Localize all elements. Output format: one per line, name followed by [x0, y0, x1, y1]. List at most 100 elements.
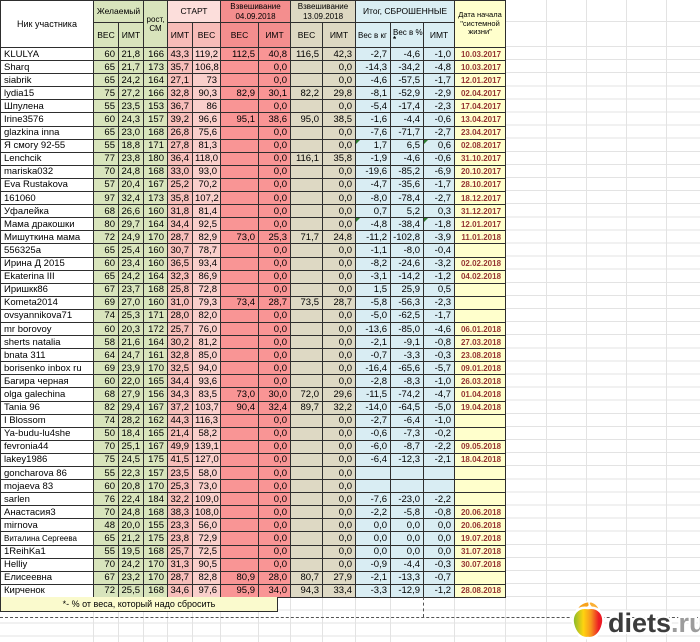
cell-start_date[interactable]: 12.01.2017 — [454, 217, 507, 232]
cell-weigh_13_09_weight[interactable] — [290, 60, 324, 75]
cell-weigh_13_09_bmi[interactable]: 0,0 — [322, 217, 357, 232]
cell-weigh_13_09_weight[interactable] — [290, 518, 324, 533]
cell-start_date[interactable] — [454, 243, 507, 258]
cell-start_bmi[interactable]: 30,2 — [167, 335, 193, 350]
cell-lost_pct[interactable]: -7,3 — [390, 426, 425, 441]
cell-weigh_04_09_weight[interactable] — [220, 361, 260, 376]
cell-weigh_04_09_bmi[interactable]: 28,0 — [258, 570, 292, 585]
cell-target_weight[interactable]: 55 — [93, 544, 119, 559]
col-header-weigh-04-09[interactable]: Взвешивание 04.09.2018 — [220, 0, 292, 23]
cell-start_weight[interactable]: 139,1 — [191, 439, 222, 454]
cell-lost_bmi[interactable]: -6,9 — [423, 164, 456, 179]
cell-start_bmi[interactable]: 32,2 — [167, 492, 193, 507]
cell-target_weight[interactable]: 60 — [93, 374, 119, 389]
cell-weigh_13_09_weight[interactable]: 116,5 — [290, 46, 324, 62]
cell-lost_bmi[interactable]: -0,3 — [423, 348, 456, 363]
cell-start_date[interactable]: 28.10.2017 — [454, 177, 507, 193]
cell-lost_bmi[interactable]: -1,2 — [423, 583, 456, 598]
cell-lost_pct[interactable]: -56,3 — [390, 295, 425, 310]
cell-target_bmi[interactable]: 32,4 — [118, 191, 144, 206]
cell-height_cm[interactable]: 162 — [143, 413, 168, 428]
cell-lost_bmi[interactable]: -3,2 — [423, 256, 456, 271]
cell-nick[interactable]: 1ReihKa1 — [0, 544, 94, 559]
cell-weigh_04_09_bmi[interactable]: 0,0 — [258, 125, 292, 140]
subheader-w1-weight[interactable]: ВЕС — [220, 22, 260, 48]
cell-weigh_04_09_weight[interactable]: 95,9 — [220, 583, 260, 598]
cell-weigh_13_09_weight[interactable]: 80,7 — [290, 570, 324, 585]
cell-weigh_13_09_bmi[interactable]: 28,7 — [322, 295, 357, 310]
cell-start_bmi[interactable]: 36,7 — [167, 99, 193, 114]
cell-lost_kg[interactable]: -13,6 — [355, 321, 392, 337]
cell-lost_kg[interactable]: -16,4 — [355, 361, 392, 376]
cell-weigh_13_09_bmi[interactable]: 33,4 — [322, 583, 357, 598]
cell-target_bmi[interactable]: 24,9 — [118, 230, 144, 245]
cell-weigh_13_09_bmi[interactable]: 0,0 — [322, 426, 357, 441]
cell-target_weight[interactable]: 72 — [93, 583, 119, 598]
cell-height_cm[interactable]: 168 — [143, 125, 168, 140]
cell-height_cm[interactable]: 164 — [143, 217, 168, 232]
cell-lost_bmi[interactable]: -0,6 — [423, 112, 456, 127]
cell-weigh_13_09_bmi[interactable]: 0,0 — [322, 413, 357, 428]
cell-start_date[interactable]: 20.06.2018 — [454, 518, 507, 533]
cell-target_weight[interactable]: 60 — [93, 46, 119, 62]
cell-lost_pct[interactable]: -17,4 — [390, 99, 425, 114]
cell-lost_bmi[interactable]: -2,7 — [423, 125, 456, 140]
cell-lost_bmi[interactable]: -0,2 — [423, 426, 456, 441]
col-header-nick[interactable]: Ник участника — [0, 0, 94, 48]
cell-start_weight[interactable]: 116,3 — [191, 413, 222, 428]
cell-weigh_13_09_weight[interactable] — [290, 492, 324, 507]
cell-start_date[interactable]: 30.07.2018 — [454, 557, 507, 572]
cell-weigh_13_09_weight[interactable] — [290, 413, 324, 428]
cell-weigh_04_09_bmi[interactable]: 0,0 — [258, 60, 292, 75]
cell-nick[interactable]: Уфалейка — [0, 204, 94, 219]
cell-lost_kg[interactable]: 1,5 — [355, 282, 392, 297]
cell-weigh_13_09_bmi[interactable]: 0,0 — [322, 348, 357, 363]
cell-lost_kg[interactable]: -0,7 — [355, 348, 392, 363]
cell-weigh_04_09_bmi[interactable]: 25,3 — [258, 230, 292, 245]
cell-weigh_04_09_bmi[interactable]: 0,0 — [258, 177, 292, 193]
cell-lost_bmi[interactable]: 0,5 — [423, 282, 456, 297]
cell-weigh_04_09_weight[interactable] — [220, 426, 260, 441]
cell-target_weight[interactable]: 67 — [93, 570, 119, 585]
cell-lost_bmi[interactable]: -2,9 — [423, 86, 456, 101]
cell-weigh_13_09_weight[interactable]: 71,7 — [290, 230, 324, 245]
cell-target_bmi[interactable]: 22,4 — [118, 492, 144, 507]
cell-height_cm[interactable]: 180 — [143, 151, 168, 166]
cell-height_cm[interactable]: 155 — [143, 518, 168, 533]
cell-lost_kg[interactable]: -1,1 — [355, 243, 392, 258]
cell-weigh_04_09_weight[interactable] — [220, 465, 260, 481]
cell-lost_pct[interactable]: 6,5 — [390, 138, 425, 153]
cell-weigh_04_09_weight[interactable] — [220, 73, 260, 88]
cell-start_weight[interactable]: 82,0 — [191, 308, 222, 323]
cell-nick[interactable]: Елисеевна — [0, 570, 94, 585]
cell-start_weight[interactable]: 81,3 — [191, 138, 222, 153]
cell-weigh_04_09_bmi[interactable]: 0,0 — [258, 269, 292, 284]
cell-weigh_04_09_bmi[interactable]: 0,0 — [258, 191, 292, 206]
cell-lost_pct[interactable]: -13,3 — [390, 570, 425, 585]
cell-nick[interactable]: lakey1986 — [0, 452, 94, 468]
cell-start_weight[interactable]: 72,8 — [191, 282, 222, 297]
cell-weigh_04_09_weight[interactable] — [220, 321, 260, 337]
cell-start_bmi[interactable]: 25,7 — [167, 321, 193, 337]
cell-lost_bmi[interactable]: -5,7 — [423, 361, 456, 376]
cell-weigh_13_09_bmi[interactable]: 0,0 — [322, 518, 357, 533]
cell-lost_pct[interactable]: 0,0 — [390, 544, 425, 559]
cell-weigh_13_09_bmi[interactable]: 29,8 — [322, 86, 357, 101]
cell-start_weight[interactable]: 58,0 — [191, 465, 222, 481]
cell-target_weight[interactable]: 50 — [93, 426, 119, 441]
cell-target_weight[interactable]: 55 — [93, 99, 119, 114]
cell-start_weight[interactable]: 73,0 — [191, 479, 222, 494]
cell-target_bmi[interactable]: 23,0 — [118, 125, 144, 140]
cell-start_weight[interactable]: 72,9 — [191, 531, 222, 546]
cell-start_date[interactable] — [454, 282, 507, 297]
cell-start_weight[interactable]: 56,0 — [191, 518, 222, 533]
cell-start_bmi[interactable]: 28,7 — [167, 230, 193, 245]
cell-weigh_13_09_weight[interactable]: 116,1 — [290, 151, 324, 166]
cell-weigh_13_09_bmi[interactable]: 0,0 — [322, 557, 357, 572]
cell-lost_bmi[interactable]: 0,0 — [423, 544, 456, 559]
cell-start_weight[interactable]: 90,5 — [191, 557, 222, 572]
cell-nick[interactable]: Eva Rustakova — [0, 177, 94, 193]
cell-lost_kg[interactable]: -2,1 — [355, 570, 392, 585]
cell-start_date[interactable]: 13.04.2017 — [454, 112, 507, 127]
cell-lost_bmi[interactable]: -1,7 — [423, 73, 456, 88]
